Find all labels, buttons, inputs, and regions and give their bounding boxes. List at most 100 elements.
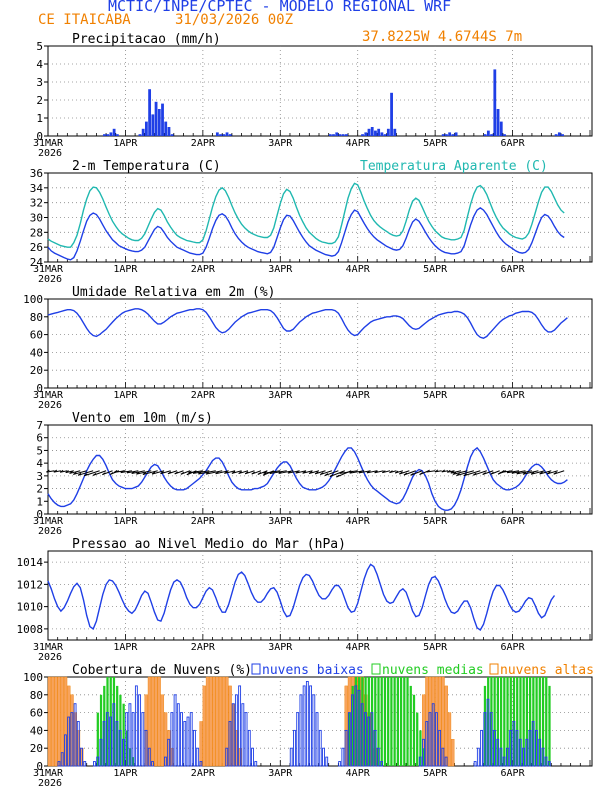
low-cloud-bar bbox=[512, 721, 516, 767]
precip-bar bbox=[115, 134, 119, 136]
legend-high-label: nuvens altas bbox=[500, 663, 594, 678]
wind-vector-head bbox=[463, 473, 468, 477]
x-tick-label: 6APR bbox=[501, 516, 526, 527]
mid-cloud-bar bbox=[538, 677, 541, 766]
low-cloud-bar bbox=[228, 721, 232, 767]
low-cloud-bar bbox=[199, 761, 203, 767]
low-cloud-bar bbox=[60, 752, 64, 767]
y-tick-label: 1012 bbox=[17, 578, 44, 591]
run-date-label: 31/03/2026 00Z bbox=[175, 12, 294, 28]
mid-cloud-bar bbox=[99, 694, 103, 766]
low-cloud-bar bbox=[141, 712, 145, 767]
high-cloud-bar bbox=[209, 676, 213, 767]
wind-vector-head bbox=[324, 473, 329, 476]
wind-vector-head bbox=[419, 472, 423, 476]
high-cloud-bar bbox=[54, 676, 58, 767]
mid-cloud-bar bbox=[548, 685, 551, 766]
wind-vector bbox=[452, 470, 468, 475]
mid-cloud-bar bbox=[483, 685, 487, 766]
mid-cloud-bar bbox=[387, 677, 390, 766]
y-tick-label: 0 bbox=[36, 130, 43, 143]
wind-vector-head bbox=[110, 472, 114, 475]
wind-vector-head bbox=[522, 471, 527, 475]
y-tick-label: 1 bbox=[36, 112, 43, 125]
x-tick-label: 3APR bbox=[268, 516, 293, 527]
low-cloud-bar bbox=[293, 729, 296, 767]
mid-cloud-bar bbox=[412, 694, 416, 766]
x-tick-label: 5APR bbox=[423, 264, 448, 275]
x-tick-label: 6APR bbox=[501, 642, 526, 653]
low-cloud-bar bbox=[70, 712, 74, 767]
wind-vector-head bbox=[92, 472, 97, 476]
low-cloud-bar bbox=[376, 747, 380, 767]
mid-cloud-bar bbox=[535, 677, 538, 766]
low-cloud-bar bbox=[138, 694, 142, 767]
mid-cloud-bar bbox=[374, 677, 377, 766]
low-cloud-bar bbox=[96, 756, 100, 767]
wind-vector-head bbox=[546, 471, 551, 475]
precip-bar bbox=[161, 103, 164, 136]
low-cloud-bar bbox=[309, 685, 313, 767]
x-tick-label: 3APR bbox=[268, 642, 293, 653]
wind-vector-head bbox=[192, 471, 197, 474]
y-tick-label: 34 bbox=[30, 182, 44, 195]
mid-cloud-bar bbox=[351, 685, 354, 766]
wind-vector-head bbox=[366, 470, 371, 474]
wind-vector bbox=[69, 470, 81, 474]
mid-cloud-bar bbox=[348, 712, 351, 766]
wind-vector bbox=[450, 470, 462, 474]
legend-high-swatch bbox=[489, 663, 499, 675]
wind-vector bbox=[308, 470, 320, 474]
x-tick-label: 4APR bbox=[346, 390, 371, 401]
low-cloud-bar bbox=[163, 756, 167, 767]
wind-vector-head bbox=[231, 470, 236, 474]
precip-bar bbox=[377, 128, 381, 136]
low-cloud-bar bbox=[93, 761, 96, 767]
wind-vector-head bbox=[83, 473, 88, 477]
precip-bar bbox=[219, 134, 222, 136]
y-tick-label: 100 bbox=[23, 671, 43, 684]
low-cloud-bar bbox=[473, 761, 477, 767]
low-cloud-bar bbox=[234, 694, 238, 767]
x-tick-label: 1APR bbox=[113, 768, 138, 779]
low-cloud-bar bbox=[189, 712, 193, 767]
panel-title: Cobertura de Nuvens (%) bbox=[72, 663, 252, 678]
wind-vector bbox=[142, 470, 158, 475]
wind-vector-head bbox=[426, 469, 430, 473]
wind-vector-head bbox=[452, 471, 457, 475]
y-tick-label: 4 bbox=[36, 457, 43, 470]
wind-vector-head bbox=[410, 472, 414, 476]
wind-vector bbox=[231, 470, 242, 474]
y-tick-label: 3 bbox=[36, 470, 43, 483]
wind-vector-head bbox=[441, 469, 446, 473]
y-tick-label: 4 bbox=[36, 58, 43, 71]
mid-cloud-bar bbox=[354, 677, 358, 766]
panel-frame bbox=[47, 298, 593, 389]
x-tick-label: 5APR bbox=[423, 768, 448, 779]
wind-vector-head bbox=[399, 471, 403, 475]
mid-cloud-bar bbox=[487, 677, 490, 766]
x-tick-label: 1APR bbox=[113, 642, 138, 653]
low-cloud-bar bbox=[528, 729, 532, 767]
wind-vector bbox=[539, 470, 552, 475]
legend-low-swatch bbox=[251, 663, 261, 675]
low-cloud-bar bbox=[522, 747, 525, 767]
x-tick-label: 4APR bbox=[346, 516, 371, 527]
x-tick-label: 31MAR bbox=[33, 642, 64, 653]
low-cloud-bar bbox=[502, 756, 506, 767]
x-tick-label: 5APR bbox=[423, 516, 448, 527]
precip-bar bbox=[445, 134, 448, 136]
legend-mid-swatch bbox=[371, 663, 381, 675]
mid-cloud-bar bbox=[541, 677, 545, 766]
x-tick-label: 4APR bbox=[346, 138, 371, 149]
low-cloud-bar bbox=[325, 756, 329, 767]
low-cloud-bar bbox=[367, 716, 371, 767]
precip-bar bbox=[496, 109, 500, 136]
wind-vector-head bbox=[224, 471, 228, 474]
mid-cloud-bar bbox=[393, 677, 396, 766]
low-cloud-bar bbox=[63, 734, 67, 767]
precip-bar bbox=[483, 134, 487, 136]
low-cloud-bar bbox=[493, 729, 496, 767]
x-tick-label: 3APR bbox=[268, 264, 293, 275]
